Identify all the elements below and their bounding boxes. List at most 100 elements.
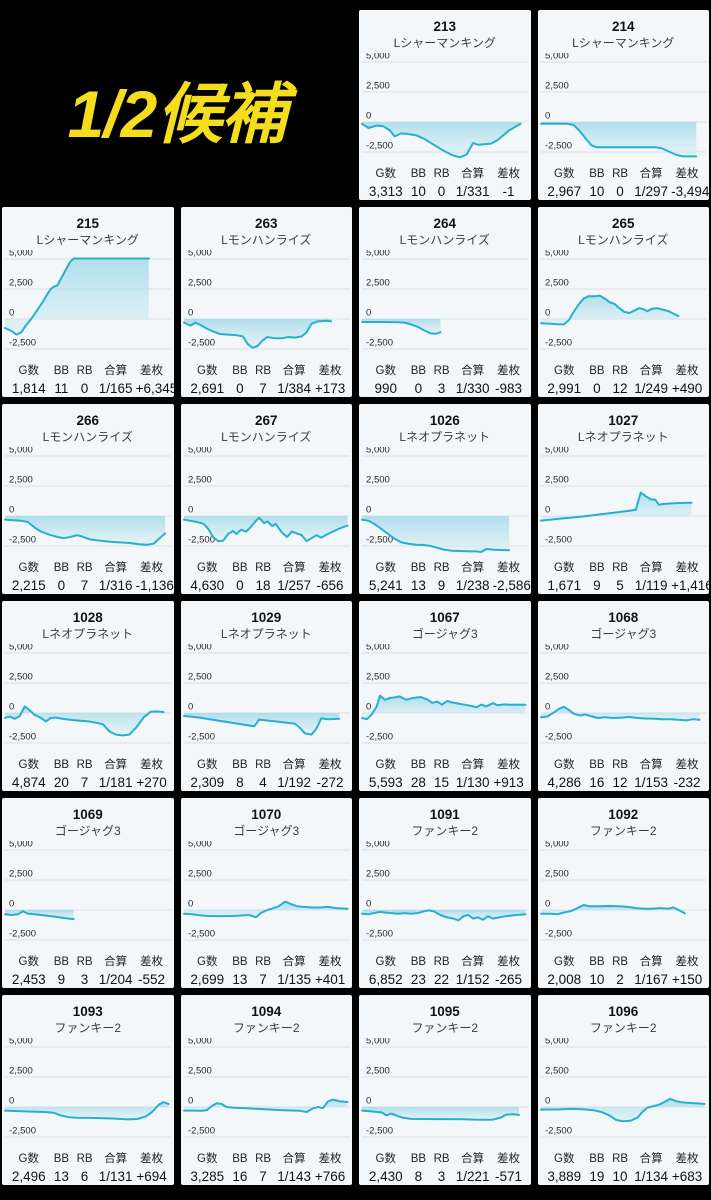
stat-header: RB <box>612 168 629 180</box>
stat-value: 1/204 <box>98 972 133 987</box>
stat-value: 7 <box>259 381 267 396</box>
stat-header: G数 <box>375 759 396 771</box>
chart-fill <box>362 695 526 720</box>
machine-number: 1028 <box>72 610 103 625</box>
machine-name: Lネオプラネット <box>42 627 134 641</box>
stat-header: G数 <box>375 168 396 180</box>
axis-tick-label: 5,000 <box>9 447 33 455</box>
stats-block: G数 BB RB 合算 差枚 4,874 20 7 1/181 +270 <box>2 758 174 791</box>
stat-header: BB <box>410 168 427 180</box>
stats-block: G数 BB RB 合算 差枚 2,496 13 6 1/131 +694 <box>2 1152 174 1185</box>
stat-value: 3,889 <box>547 1169 582 1184</box>
axis-tick-label: -2,500 <box>366 1126 393 1137</box>
slump-graph: 5,000 2,500 0 -2,500 <box>361 1038 528 1138</box>
stat-header: G数 <box>554 956 575 968</box>
machine-name: Lモンハンライズ <box>221 430 312 444</box>
chart-line <box>182 319 332 349</box>
stat-value: +1,416 <box>671 578 709 593</box>
axis-tick-label: 5,000 <box>545 447 569 455</box>
stats-header-row: G数 BB RB 合算 差枚 <box>187 364 347 379</box>
stat-value: 18 <box>255 578 271 593</box>
stat-header: RB <box>76 1153 93 1165</box>
stats-block: G数 BB RB 合算 差枚 5,241 13 9 1/238 -2,586 <box>359 561 531 594</box>
stat-value: 16 <box>232 1169 248 1184</box>
axis-tick-label: 2,500 <box>9 672 33 683</box>
stat-header: 差枚 <box>140 1153 164 1165</box>
stat-header: BB <box>410 956 427 968</box>
stat-value: 0 <box>414 381 423 396</box>
stat-header: RB <box>76 562 93 574</box>
stat-value: -265 <box>495 972 523 987</box>
machine-card: 264 Lモンハンライズ 5,000 2,500 0 -2,500 G数 BB RB 合算差… <box>359 207 531 397</box>
axis-tick-label: 2,500 <box>188 278 212 289</box>
stat-header: G数 <box>375 1153 396 1165</box>
slump-graph: 5,000 2,500 0 -2,500 <box>4 1038 171 1138</box>
chart-fill <box>183 1099 347 1112</box>
slump-graph: 5,000 2,500 0 -2,500 <box>361 447 528 553</box>
stat-value: 10 <box>410 184 426 199</box>
stat-value: 3 <box>80 972 89 987</box>
stat-header: 差枚 <box>675 956 699 968</box>
stat-header: 差枚 <box>675 168 699 180</box>
machine-number: 1070 <box>251 807 282 822</box>
stat-header: RB <box>76 365 93 377</box>
machine-number: 1091 <box>429 807 460 822</box>
stat-header: RB <box>433 956 450 968</box>
title-text: 1/2候補 <box>67 77 288 151</box>
slump-graph: 5,000 2,500 0 -2,500 <box>4 644 171 744</box>
stats-header-row: G数 BB RB 合算 差枚 <box>8 561 168 576</box>
axis-tick-label: -2,500 <box>9 732 36 743</box>
axis-tick-label: -2,500 <box>366 732 393 743</box>
machine-card: 1067 ゴージャグ3 5,000 2,500 0 -2,500 G数 BB RB 合算 差枚… <box>359 601 531 791</box>
machine-number: 1094 <box>251 1004 282 1019</box>
axis-tick-label: 0 <box>188 1096 193 1107</box>
machine-number: 265 <box>611 216 635 231</box>
axis-tick-label: -2,500 <box>9 929 36 940</box>
axis-tick-label: 2,500 <box>366 1066 390 1077</box>
stat-value: 1/153 <box>634 775 669 790</box>
stats-header-row: G数 BB RB 合算 差枚 <box>187 561 347 576</box>
slump-graph: 5,000 2,500 0 -2,500 <box>182 1038 349 1138</box>
chart-line <box>4 257 150 336</box>
axis-tick-label: 5,000 <box>545 644 569 652</box>
stat-value: 0 <box>57 578 66 593</box>
stat-value: +490 <box>671 381 703 396</box>
stat-header: 合算 <box>282 759 306 771</box>
axis-tick-label: 5,000 <box>366 841 390 849</box>
axis-tick-label: 5,000 <box>366 447 390 455</box>
stat-header: G数 <box>197 1153 218 1165</box>
stat-value: 2,496 <box>11 1169 46 1184</box>
axis-tick-label: -2,500 <box>545 535 572 546</box>
axis-tick-label: 5,000 <box>545 1038 569 1046</box>
stats-header-row: G数 BB RB 合算 差枚 <box>544 364 704 379</box>
stat-header: G数 <box>18 759 39 771</box>
stat-value: -272 <box>316 775 344 790</box>
stat-value: 1/131 <box>98 1169 133 1184</box>
machine-name: Lモンハンライズ <box>221 233 312 247</box>
chart-line <box>539 705 701 722</box>
stat-value: 4,874 <box>11 775 46 790</box>
stat-header: G数 <box>197 956 218 968</box>
stat-header: 合算 <box>639 956 663 968</box>
stats-value-row: 4,874 20 7 1/181 +270 <box>8 773 168 791</box>
stats-block: G数 BB RB 合算 差枚 1,671 9 5 1/119 +1,416 <box>538 561 709 594</box>
stat-value: 1/331 <box>455 184 490 199</box>
stat-value: 3,285 <box>190 1169 225 1184</box>
stat-value: 1,671 <box>547 578 582 593</box>
stat-value: -656 <box>316 578 344 593</box>
stat-header: 合算 <box>104 759 128 771</box>
machine-card: 1091 ファンキー2 5,000 2,500 0 -2,500 G数 BB RB 合算 差枚… <box>359 798 531 988</box>
machine-name: Lシャーマンキング <box>393 36 496 50</box>
stat-value: 7 <box>80 578 89 593</box>
machine-card: 1092 ファンキー2 5,000 2,500 0 -2,500 G数 BB RB 合算 差枚… <box>537 798 710 988</box>
stats-header-row: G数 BB RB 合算 差枚 <box>8 364 168 379</box>
stat-header: RB <box>612 1153 629 1165</box>
machine-card: 263 Lモンハンライズ 5,000 2,500 0 -2,500 G数 BB RB 合算差… <box>180 207 352 397</box>
stat-value: 8 <box>414 1169 423 1184</box>
chart-line <box>4 705 165 737</box>
stats-value-row: 3,313 10 0 1/331 -1 <box>365 182 525 200</box>
stat-header: BB <box>410 1153 427 1165</box>
stats-block: G数 BB RB 合算 差枚 2,008 10 2 1/167 +150 <box>538 955 710 988</box>
stat-value: 4,286 <box>547 775 582 790</box>
stats-value-row: 2,691 0 7 1/384 +173 <box>187 379 347 397</box>
